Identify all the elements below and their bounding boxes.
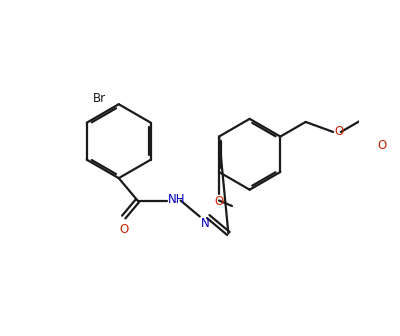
Text: O: O — [119, 223, 128, 236]
Text: O: O — [378, 139, 387, 152]
Text: O: O — [214, 195, 224, 208]
Text: O: O — [334, 125, 343, 138]
Text: NH: NH — [168, 193, 185, 206]
Text: Br: Br — [93, 92, 106, 104]
Text: N: N — [200, 217, 209, 230]
